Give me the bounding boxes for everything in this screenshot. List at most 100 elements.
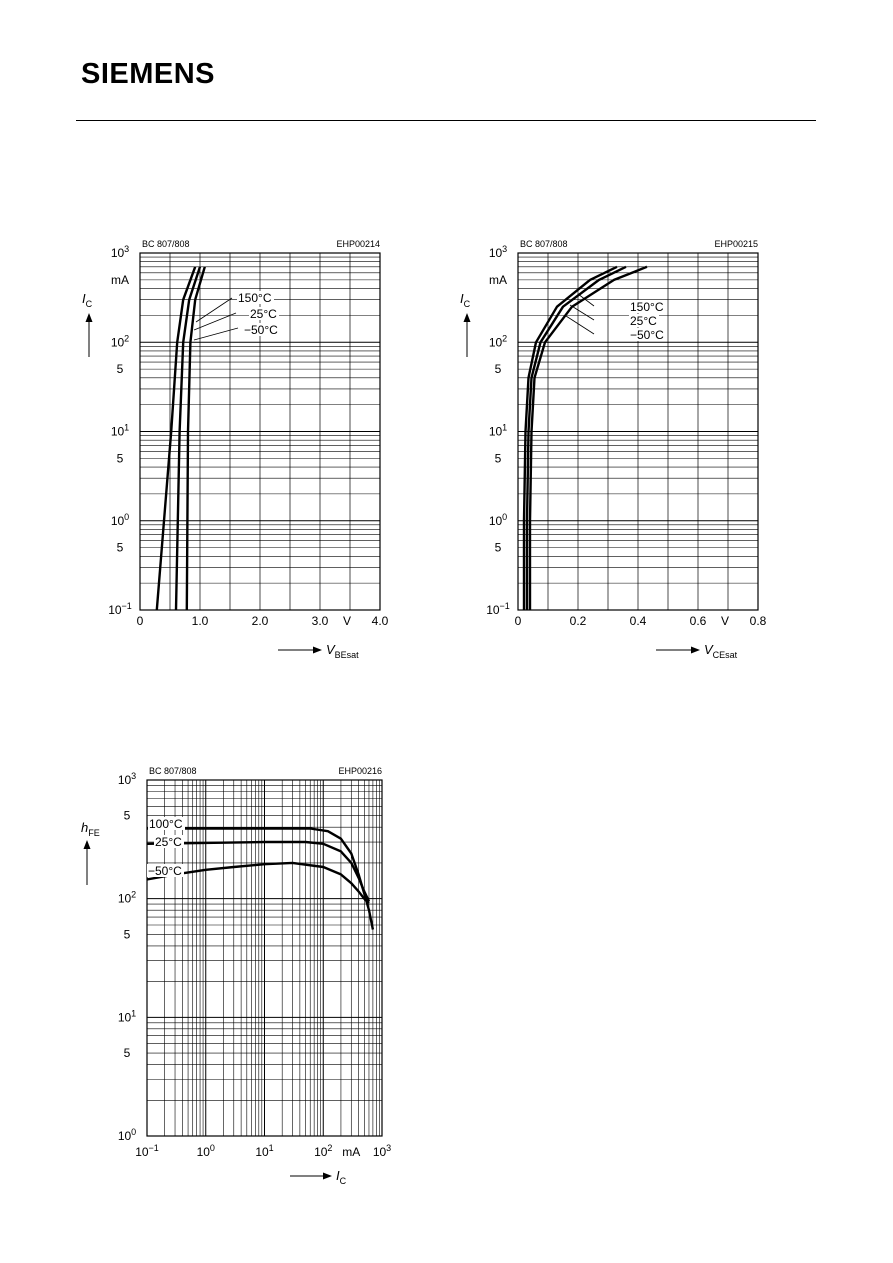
figure-code: EHP00215 bbox=[714, 239, 758, 249]
series-line bbox=[147, 840, 371, 902]
label-leader bbox=[569, 304, 595, 321]
series-label-bg bbox=[237, 291, 274, 304]
x-axis-label: IC bbox=[336, 1168, 347, 1186]
x-tick-label: 102 bbox=[314, 1143, 332, 1159]
part-label: BC 807/808 bbox=[149, 766, 197, 776]
y-tick-label: 5 bbox=[124, 809, 131, 823]
x-tick-label: 4.0 bbox=[372, 614, 389, 628]
y-tick-label: mA bbox=[111, 273, 129, 287]
x-tick-label: 0.6 bbox=[690, 614, 707, 628]
series-label-bg bbox=[629, 328, 666, 341]
figure-code: EHP00216 bbox=[338, 766, 382, 776]
y-tick-label: 5 bbox=[495, 451, 502, 465]
y-tick-label: 5 bbox=[124, 927, 131, 941]
series-line bbox=[525, 265, 627, 610]
y-axis-arrow bbox=[83, 840, 91, 885]
series-label: 150°C bbox=[238, 291, 272, 305]
y-axis-label: IC bbox=[82, 291, 93, 309]
y-tick-label: 100 bbox=[489, 512, 507, 528]
series-line bbox=[522, 265, 618, 610]
brand-logo: SIEMENS bbox=[81, 58, 216, 90]
series-label-bg bbox=[154, 835, 184, 848]
series-line bbox=[155, 266, 197, 610]
y-tick-label: 5 bbox=[124, 1046, 131, 1060]
x-axis-arrow bbox=[656, 646, 700, 654]
x-tick-label: 103 bbox=[373, 1143, 391, 1159]
y-tick-label: 10−1 bbox=[486, 601, 510, 617]
label-leader bbox=[193, 327, 239, 341]
x-tick-label: 0.2 bbox=[570, 614, 587, 628]
label-leader bbox=[193, 312, 237, 331]
y-axis-label: IC bbox=[460, 291, 471, 309]
series-label-bg bbox=[249, 307, 279, 320]
plot-frame bbox=[146, 779, 383, 1137]
series-label: 100°C bbox=[149, 817, 183, 831]
y-tick-label: 103 bbox=[111, 244, 129, 260]
series-label: 25°C bbox=[155, 835, 182, 849]
series-line bbox=[528, 265, 648, 610]
y-axis-arrow bbox=[85, 313, 93, 357]
y-tick-label: 5 bbox=[117, 541, 124, 555]
x-tick-label: 0 bbox=[515, 614, 522, 628]
y-tick-label: 101 bbox=[111, 423, 129, 439]
x-tick-label: 10−1 bbox=[135, 1143, 159, 1159]
y-tick-label: 102 bbox=[118, 890, 136, 906]
x-axis-label: VBEsat bbox=[326, 642, 359, 660]
label-leader bbox=[577, 293, 595, 307]
y-tick-label: 102 bbox=[489, 333, 507, 349]
x-axis-arrow bbox=[278, 646, 322, 654]
y-axis-label: hFE bbox=[81, 820, 100, 838]
grid bbox=[140, 253, 380, 611]
series-label-bg bbox=[629, 300, 666, 313]
x-tick-label: 1.0 bbox=[192, 614, 209, 628]
y-tick-label: 100 bbox=[111, 512, 129, 528]
part-label: BC 807/808 bbox=[142, 239, 190, 249]
x-tick-label: 0 bbox=[137, 614, 144, 628]
part-label: BC 807/808 bbox=[520, 239, 568, 249]
y-axis-arrow bbox=[463, 313, 471, 357]
series-label-bg bbox=[629, 314, 659, 327]
x-tick-label: V bbox=[721, 614, 729, 628]
series-label-bg bbox=[243, 323, 280, 336]
figure-code: EHP00214 bbox=[336, 239, 380, 249]
y-tick-label: mA bbox=[489, 273, 507, 287]
grid bbox=[518, 253, 758, 611]
series-label: 25°C bbox=[250, 307, 277, 321]
y-tick-label: 10−1 bbox=[108, 601, 132, 617]
y-tick-label: 101 bbox=[118, 1008, 136, 1024]
y-tick-label: 101 bbox=[489, 423, 507, 439]
x-tick-label: 3.0 bbox=[312, 614, 329, 628]
series-line bbox=[174, 266, 202, 610]
y-tick-label: 103 bbox=[118, 771, 136, 787]
x-axis-label: VCEsat bbox=[704, 642, 738, 660]
series-label: −50°C bbox=[148, 864, 182, 878]
y-tick-label: 102 bbox=[111, 333, 129, 349]
series-label-bg bbox=[148, 817, 185, 830]
x-tick-label: V bbox=[343, 614, 351, 628]
y-tick-label: 103 bbox=[489, 244, 507, 260]
y-tick-label: 5 bbox=[117, 451, 124, 465]
x-tick-label: mA bbox=[342, 1145, 360, 1159]
label-leader bbox=[195, 297, 233, 323]
y-tick-label: 5 bbox=[495, 362, 502, 376]
x-tick-label: 0.8 bbox=[750, 614, 767, 628]
series-label: −50°C bbox=[630, 328, 664, 342]
grid bbox=[146, 780, 382, 1137]
header-rule bbox=[76, 120, 816, 121]
series-line bbox=[147, 861, 370, 904]
x-axis-arrow bbox=[290, 1172, 332, 1180]
y-tick-label: 5 bbox=[495, 541, 502, 555]
series-label: 25°C bbox=[630, 314, 657, 328]
series-label-bg bbox=[147, 864, 184, 877]
series-label: 150°C bbox=[630, 300, 664, 314]
y-tick-label: 100 bbox=[118, 1127, 136, 1143]
x-tick-label: 2.0 bbox=[252, 614, 269, 628]
x-tick-label: 100 bbox=[197, 1143, 215, 1159]
series-label: −50°C bbox=[244, 323, 278, 337]
label-leader bbox=[565, 315, 595, 335]
x-tick-label: 0.4 bbox=[630, 614, 647, 628]
plot-frame bbox=[517, 252, 759, 611]
